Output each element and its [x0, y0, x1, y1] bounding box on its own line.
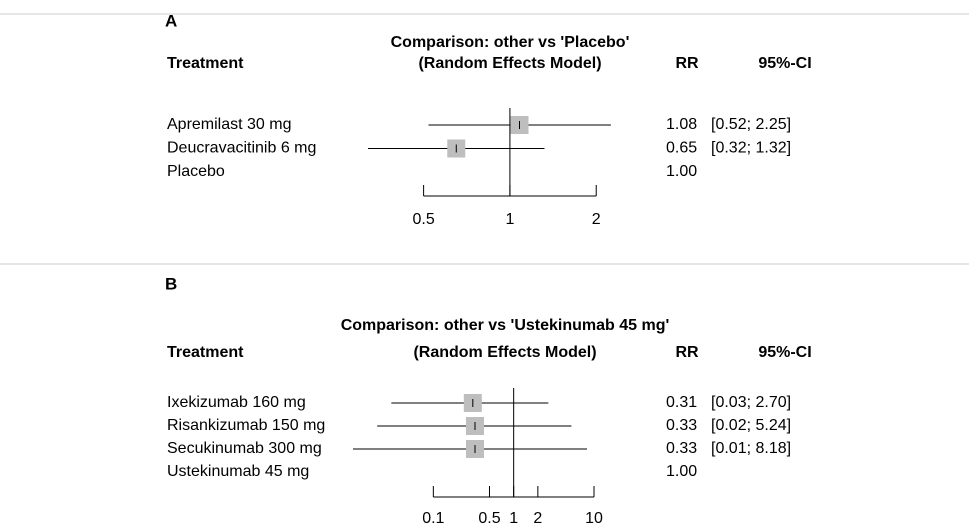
ci-label: [0.32; 1.32] [711, 140, 791, 157]
column-header: Treatment [167, 344, 244, 361]
panel-label: B [165, 274, 177, 293]
x-tick-label: 2 [533, 510, 542, 527]
column-header: Treatment [167, 55, 244, 72]
rr-label: 0.33 [666, 417, 697, 434]
row-label: Secukinumab 300 mg [167, 440, 322, 457]
ci-label: [0.01; 8.18] [711, 440, 791, 457]
rr-label: 0.31 [666, 394, 697, 411]
column-header: RR [675, 344, 699, 361]
rr-label: 1.08 [666, 116, 697, 133]
x-tick-label: 10 [585, 510, 603, 527]
row-label: Ixekizumab 160 mg [167, 394, 306, 411]
row-label: Risankizumab 150 mg [167, 417, 325, 434]
ci-label: [0.52; 2.25] [711, 116, 791, 133]
column-header: 95%-CI [758, 55, 811, 72]
chart-title: Comparison: other vs 'Ustekinumab 45 mg' [341, 317, 670, 334]
chart-subtitle: (Random Effects Model) [413, 344, 596, 361]
rr-label: 0.33 [666, 440, 697, 457]
x-tick-label: 1 [509, 510, 518, 527]
rr-label: 0.65 [666, 140, 697, 157]
chart-subtitle: (Random Effects Model) [418, 55, 601, 72]
rr-label: 1.00 [666, 463, 697, 480]
chart-title: Comparison: other vs 'Placebo' [391, 34, 630, 51]
x-tick-label: 2 [592, 211, 601, 228]
x-tick-label: 0.5 [412, 211, 434, 228]
rr-label: 1.00 [666, 163, 697, 180]
ci-label: [0.02; 5.24] [711, 417, 791, 434]
row-label: Placebo [167, 163, 225, 180]
x-tick-label: 0.5 [478, 510, 500, 527]
row-label: Deucravacitinib 6 mg [167, 140, 316, 157]
panel-label: A [165, 11, 177, 30]
column-header: RR [675, 55, 699, 72]
ci-label: [0.03; 2.70] [711, 394, 791, 411]
x-tick-label: 0.1 [422, 510, 444, 527]
row-label: Apremilast 30 mg [167, 116, 292, 133]
x-tick-label: 1 [505, 211, 514, 228]
row-label: Ustekinumab 45 mg [167, 463, 309, 480]
column-header: 95%-CI [758, 344, 811, 361]
